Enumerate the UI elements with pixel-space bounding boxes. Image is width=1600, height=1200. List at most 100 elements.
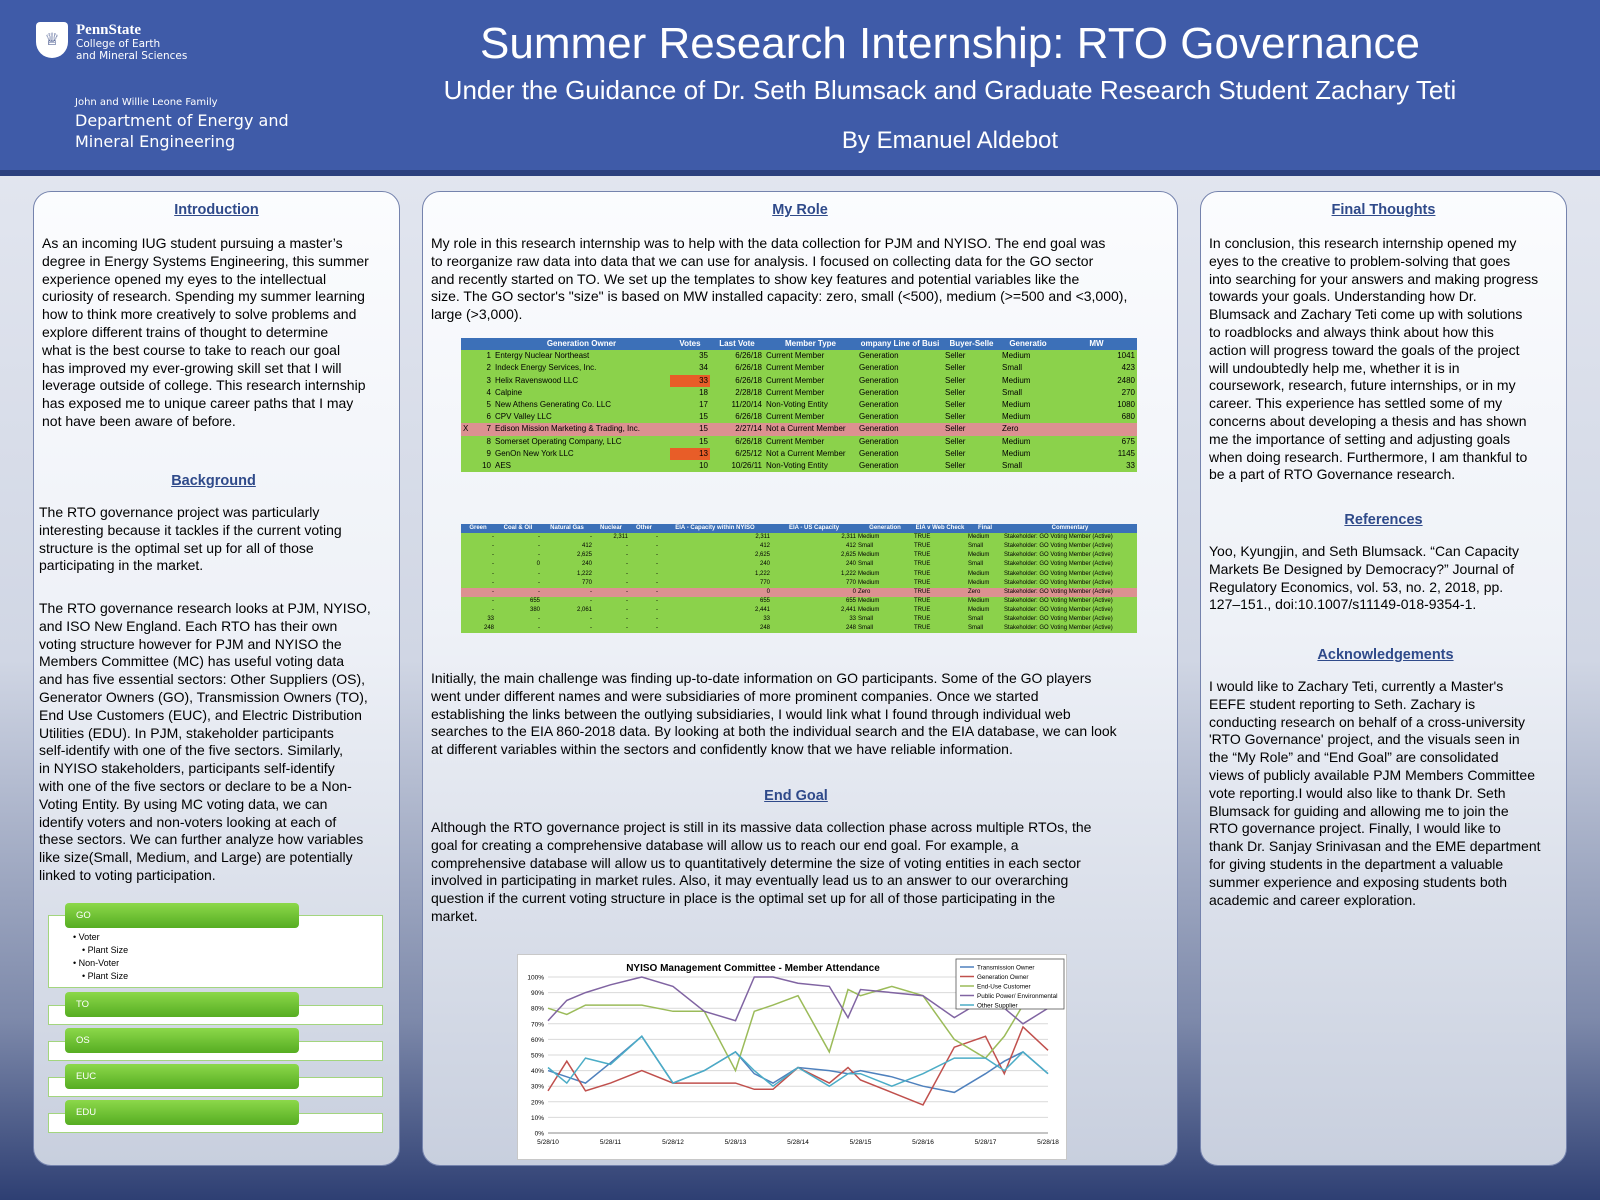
eia-table-cell: - xyxy=(629,560,659,570)
poster-title: Summer Research Internship: RTO Governan… xyxy=(480,19,1420,68)
eia-table-cell: - xyxy=(593,551,629,561)
eia-table-cell: - xyxy=(461,551,495,561)
gen-owner-table-cell: Small xyxy=(1000,362,1056,375)
gen-owner-table-header-cell[interactable]: Buyer-Selle xyxy=(943,338,1000,351)
eia-table-header-cell[interactable]: Nuclear xyxy=(593,524,629,534)
gen-owner-table-cell: Seller xyxy=(943,435,1000,448)
eia-table-header-cell[interactable]: Commentary xyxy=(1003,524,1137,534)
acknowledgement-line: EEFE student reporting to Seth. Zachary … xyxy=(1209,695,1476,712)
reference-line: 127–151., doi:10.1007/s11149-018-9354-1. xyxy=(1209,596,1477,613)
go-bullet-non-voter: • Non-Voter xyxy=(73,958,120,968)
eia-table-header-cell[interactable]: Other xyxy=(629,524,659,534)
gen-owner-table-cell: Medium xyxy=(1000,374,1056,387)
table-row: 248- - - -248 248 Small TRUE Small Stakeholder: … xyxy=(461,624,1137,634)
eia-table-cell: - xyxy=(495,551,541,561)
acknowledgement-line: conducting research on behalf of a cross… xyxy=(1209,713,1525,730)
gen-owner-table-cell: 10 xyxy=(471,459,493,473)
gen-owner-table-cell: 6/26/18 xyxy=(710,435,764,448)
background-line: The RTO governance project was particula… xyxy=(39,504,320,520)
left-column: Introduction As an incoming IUG student … xyxy=(33,191,400,1166)
eia-table-cell: 412 xyxy=(659,542,771,552)
gen-owner-table-header-cell[interactable] xyxy=(461,338,471,351)
gen-owner-table-header-cell[interactable] xyxy=(471,338,493,351)
eia-table-cell: Medium xyxy=(967,578,1003,588)
eia-table-cell: Small xyxy=(967,560,1003,570)
gen-owner-table-cell: Seller xyxy=(943,411,1000,424)
gen-owner-table-cell xyxy=(461,398,471,412)
y-tick-label: 30% xyxy=(531,1084,544,1091)
university-name: PennState xyxy=(76,22,141,38)
gen-owner-table-cell xyxy=(461,435,471,448)
gen-owner-table-cell: 13 xyxy=(670,447,710,460)
gen-owner-table-header-cell[interactable]: Generation Owner xyxy=(493,338,670,351)
eia-table-cell: 412 xyxy=(771,542,857,552)
table-row: 6 CPV Valley LLC 15 6/26/18 Current Member Ge… xyxy=(461,411,1137,424)
gen-owner-table-cell: Small xyxy=(1000,459,1056,473)
eia-table-header-cell[interactable]: Generation xyxy=(857,524,913,534)
eia-table-cell: Small xyxy=(967,542,1003,552)
college-line-1: College of Earth xyxy=(76,38,161,50)
eia-table-header-cell[interactable]: Natural Gas xyxy=(541,524,593,534)
table-row: - - -2,311-2,311 2,311 Medium TRUE Medium Stake… xyxy=(461,533,1137,543)
gen-owner-table-header-cell[interactable]: Votes xyxy=(670,338,710,351)
background-line: identify voters and non-voters looking a… xyxy=(39,813,337,830)
gen-owner-table-cell: Seller xyxy=(943,374,1000,387)
acknowledgement-line: for giving students in the department a … xyxy=(1209,855,1504,872)
gen-owner-table-cell: Calpine xyxy=(493,386,670,399)
x-tick-label: 5/28/15 xyxy=(850,1139,872,1146)
eia-table-header-cell[interactable]: Green xyxy=(461,524,495,534)
eia-table-cell: Small xyxy=(857,560,913,570)
eia-table-cell: Medium xyxy=(857,569,913,579)
eia-table-header-cell[interactable]: Final xyxy=(967,524,1003,534)
background-line: in NYISO stakeholders, participants self… xyxy=(39,760,335,777)
gen-owner-table-cell: 10 xyxy=(670,459,710,473)
gen-owner-table-cell: Current Member xyxy=(764,435,857,448)
table-row: 3 Helix Ravenswood LLC 33 6/26/18 Current Me… xyxy=(461,374,1137,387)
eia-table-header-cell[interactable]: EIA - Capacity within NYISO xyxy=(659,524,771,534)
gen-owner-table-header-cell[interactable]: Last Vote xyxy=(710,338,764,351)
introduction-line: how to think more creatively to solve pr… xyxy=(42,306,357,323)
final-thoughts-heading: Final Thoughts xyxy=(1331,202,1436,218)
gen-owner-table-header-cell[interactable]: Member Type xyxy=(764,338,857,351)
table-row: 8 Somerset Operating Company, LLC 15 6/26/1… xyxy=(461,435,1137,448)
sector-to: TO xyxy=(65,992,299,1017)
gen-owner-table-header-cell[interactable]: Generatio xyxy=(1000,338,1056,351)
gen-owner-table-cell: Edison Mission Marketing & Trading, Inc. xyxy=(493,423,670,436)
eia-table-header-cell[interactable]: Coal & Oil xyxy=(495,524,541,534)
gen-owner-table-cell: 6/26/18 xyxy=(710,411,764,424)
eia-table-cell: - xyxy=(495,578,541,588)
gen-owner-table-header-cell[interactable]: ompany Line of Busi xyxy=(857,338,943,351)
eia-table-cell: - xyxy=(541,596,593,606)
eia-table-cell: Small xyxy=(857,542,913,552)
background-line: linked to voting participation. xyxy=(39,866,216,883)
eia-table-header-cell[interactable]: EIA v Web Check xyxy=(913,524,967,534)
eia-table-cell: 248 xyxy=(659,624,771,634)
acknowledgements-text: I would like to Zachary Teti, currently … xyxy=(1209,678,1561,909)
gen-owner-table-cell: Seller xyxy=(943,423,1000,436)
background-line: these sectors. We can further analyze ho… xyxy=(39,831,364,848)
gen-owner-table-cell: 15 xyxy=(670,435,710,448)
eia-table-cell: - xyxy=(593,560,629,570)
eia-table-header-cell[interactable]: EIA - US Capacity xyxy=(771,524,857,534)
eia-table-cell: - xyxy=(593,614,629,625)
background-line: participating in the market. xyxy=(39,557,204,574)
gen-owner-table-cell xyxy=(1056,423,1137,436)
eia-table-cell: - xyxy=(495,569,541,579)
eia-table-cell: - xyxy=(461,542,495,552)
eia-table-cell: Small xyxy=(967,624,1003,634)
introduction-text: As an incoming IUG student pursuing a ma… xyxy=(42,235,394,431)
eia-table-cell: Medium xyxy=(857,605,913,615)
eia-table-cell: 2,061 xyxy=(541,605,593,615)
gen-owner-table-header-cell[interactable]: MW xyxy=(1056,338,1137,351)
eia-table-cell: Medium xyxy=(857,551,913,561)
eia-table-cell: - xyxy=(593,605,629,615)
eia-table-cell: 412 xyxy=(541,542,593,552)
acknowledgement-line: summer experience and exposing students … xyxy=(1209,873,1508,890)
college-line-2: and Mineral Sciences xyxy=(76,50,188,62)
eia-table-cell: TRUE xyxy=(913,587,967,597)
gen-owner-table-cell: 6/26/18 xyxy=(710,350,764,363)
end-goal-line: Although the RTO governance project is s… xyxy=(431,819,1092,835)
eia-table-cell: 248 xyxy=(771,624,857,634)
my-role-heading: My Role xyxy=(772,202,828,218)
gen-owner-table-cell xyxy=(461,411,471,424)
